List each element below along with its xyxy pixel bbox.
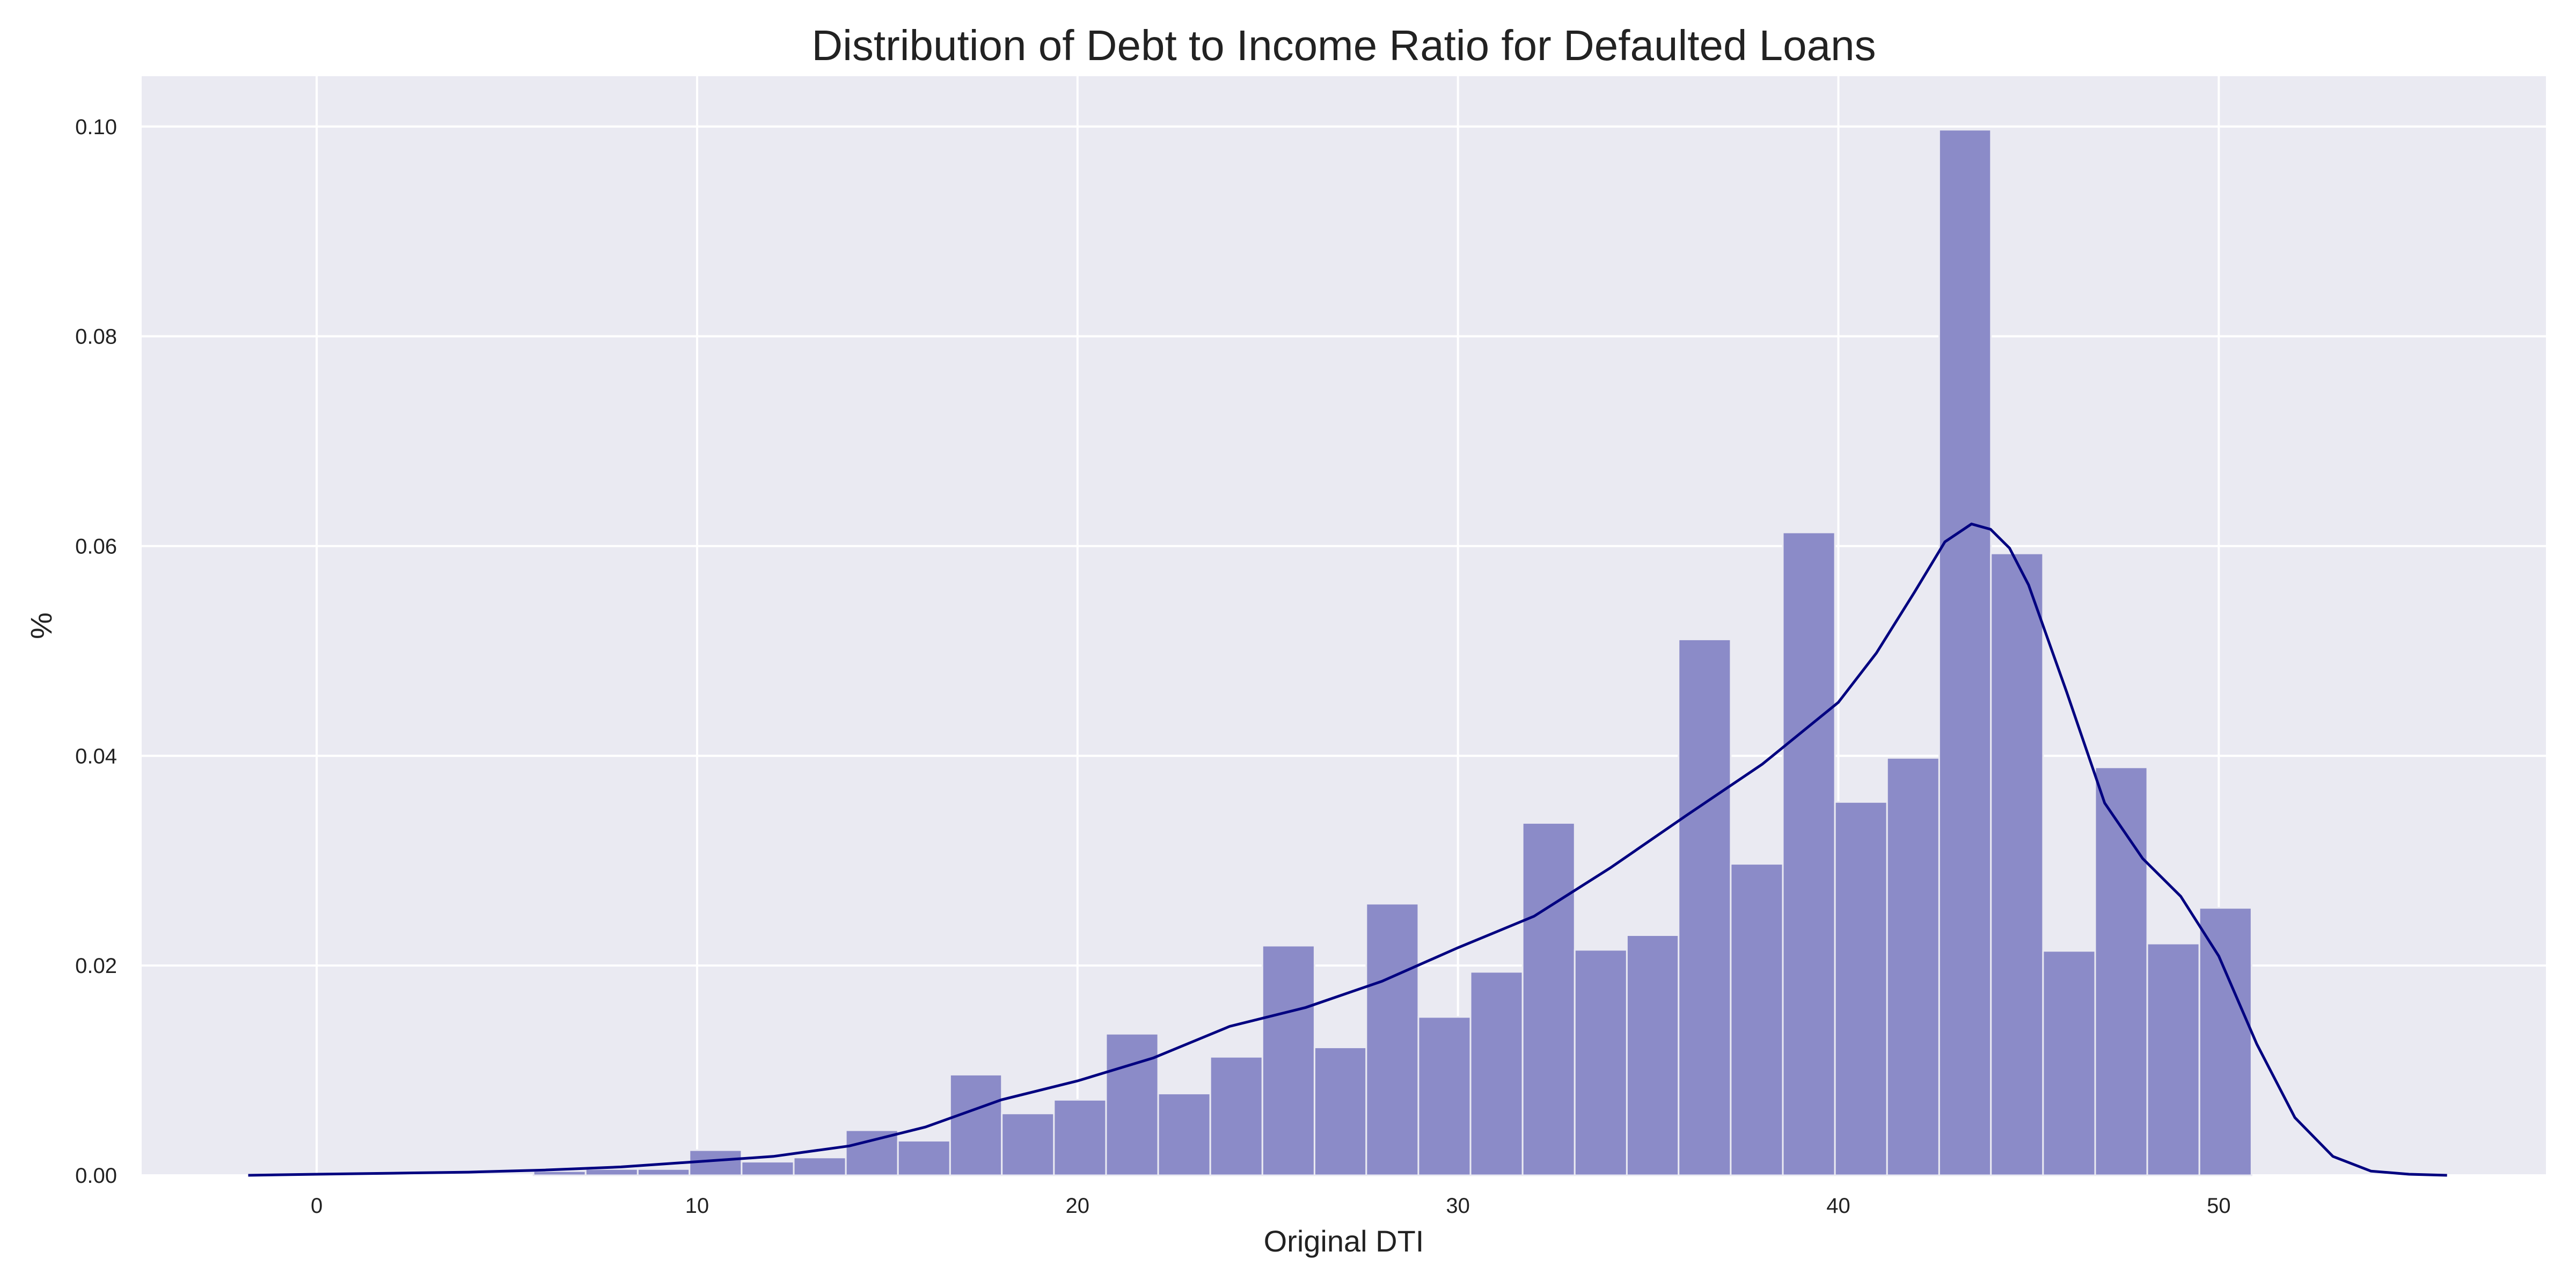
histogram-bar <box>1886 757 1940 1176</box>
x-tick-label: 0 <box>311 1194 323 1218</box>
histogram-bar <box>1574 949 1628 1176</box>
histogram-bar <box>949 1073 1003 1176</box>
histogram-bars <box>532 129 2252 1176</box>
histogram-bar <box>1157 1093 1211 1176</box>
y-tick-label: 0.02 <box>75 954 117 978</box>
histogram-bar <box>897 1140 951 1176</box>
histogram-bar <box>1938 129 1992 1176</box>
x-tick-label: 20 <box>1066 1194 1090 1218</box>
y-tick-label: 0.08 <box>75 325 117 349</box>
histogram-bar <box>2146 942 2200 1176</box>
y-tick-label: 0.06 <box>75 535 117 558</box>
kde-curve <box>248 522 2447 1177</box>
y-tick-label: 0.00 <box>75 1164 117 1188</box>
histogram-bar <box>1209 1056 1263 1176</box>
histogram-bar <box>1105 1033 1159 1176</box>
histogram-bar <box>1990 552 2044 1176</box>
histogram-bar <box>2198 907 2252 1176</box>
histogram-bar <box>1469 971 1524 1176</box>
y-tick-label: 0.10 <box>75 115 117 139</box>
y-axis-ticks: 0.00 0.02 0.04 0.06 0.08 0.10 <box>75 115 117 1188</box>
x-axis-ticks: 0 10 20 30 40 50 <box>311 1194 2231 1218</box>
histogram-bar <box>1365 903 1419 1176</box>
histogram-bar <box>532 1170 587 1176</box>
histogram-bar <box>741 1161 795 1176</box>
histogram-bar <box>1053 1099 1107 1176</box>
histogram-bar <box>636 1168 691 1176</box>
x-tick-label: 40 <box>1826 1194 1850 1218</box>
x-tick-label: 30 <box>1446 1194 1470 1218</box>
histogram-bar <box>1001 1113 1055 1176</box>
histogram-bar <box>1521 822 1576 1176</box>
histogram-bar <box>1417 1016 1472 1176</box>
histogram-bar <box>2042 950 2096 1176</box>
x-tick-label: 10 <box>685 1194 709 1218</box>
histogram-bar <box>584 1168 639 1176</box>
y-axis-label: % <box>24 612 58 639</box>
histogram-bar <box>1313 1046 1367 1176</box>
histogram-bar <box>1678 638 1732 1176</box>
histogram-bar <box>1730 863 1784 1176</box>
histogram-bar <box>1626 934 1680 1176</box>
histogram-bar <box>1782 531 1836 1176</box>
histogram-bar <box>1834 801 1888 1176</box>
x-tick-label: 50 <box>2207 1194 2231 1218</box>
chart-title: Distribution of Debt to Income Ratio for… <box>811 21 1876 69</box>
histogram-bar <box>1261 945 1315 1176</box>
y-tick-label: 0.04 <box>75 744 117 768</box>
x-axis-label: Original DTI <box>1264 1224 1424 1258</box>
histogram-bar <box>793 1157 847 1176</box>
